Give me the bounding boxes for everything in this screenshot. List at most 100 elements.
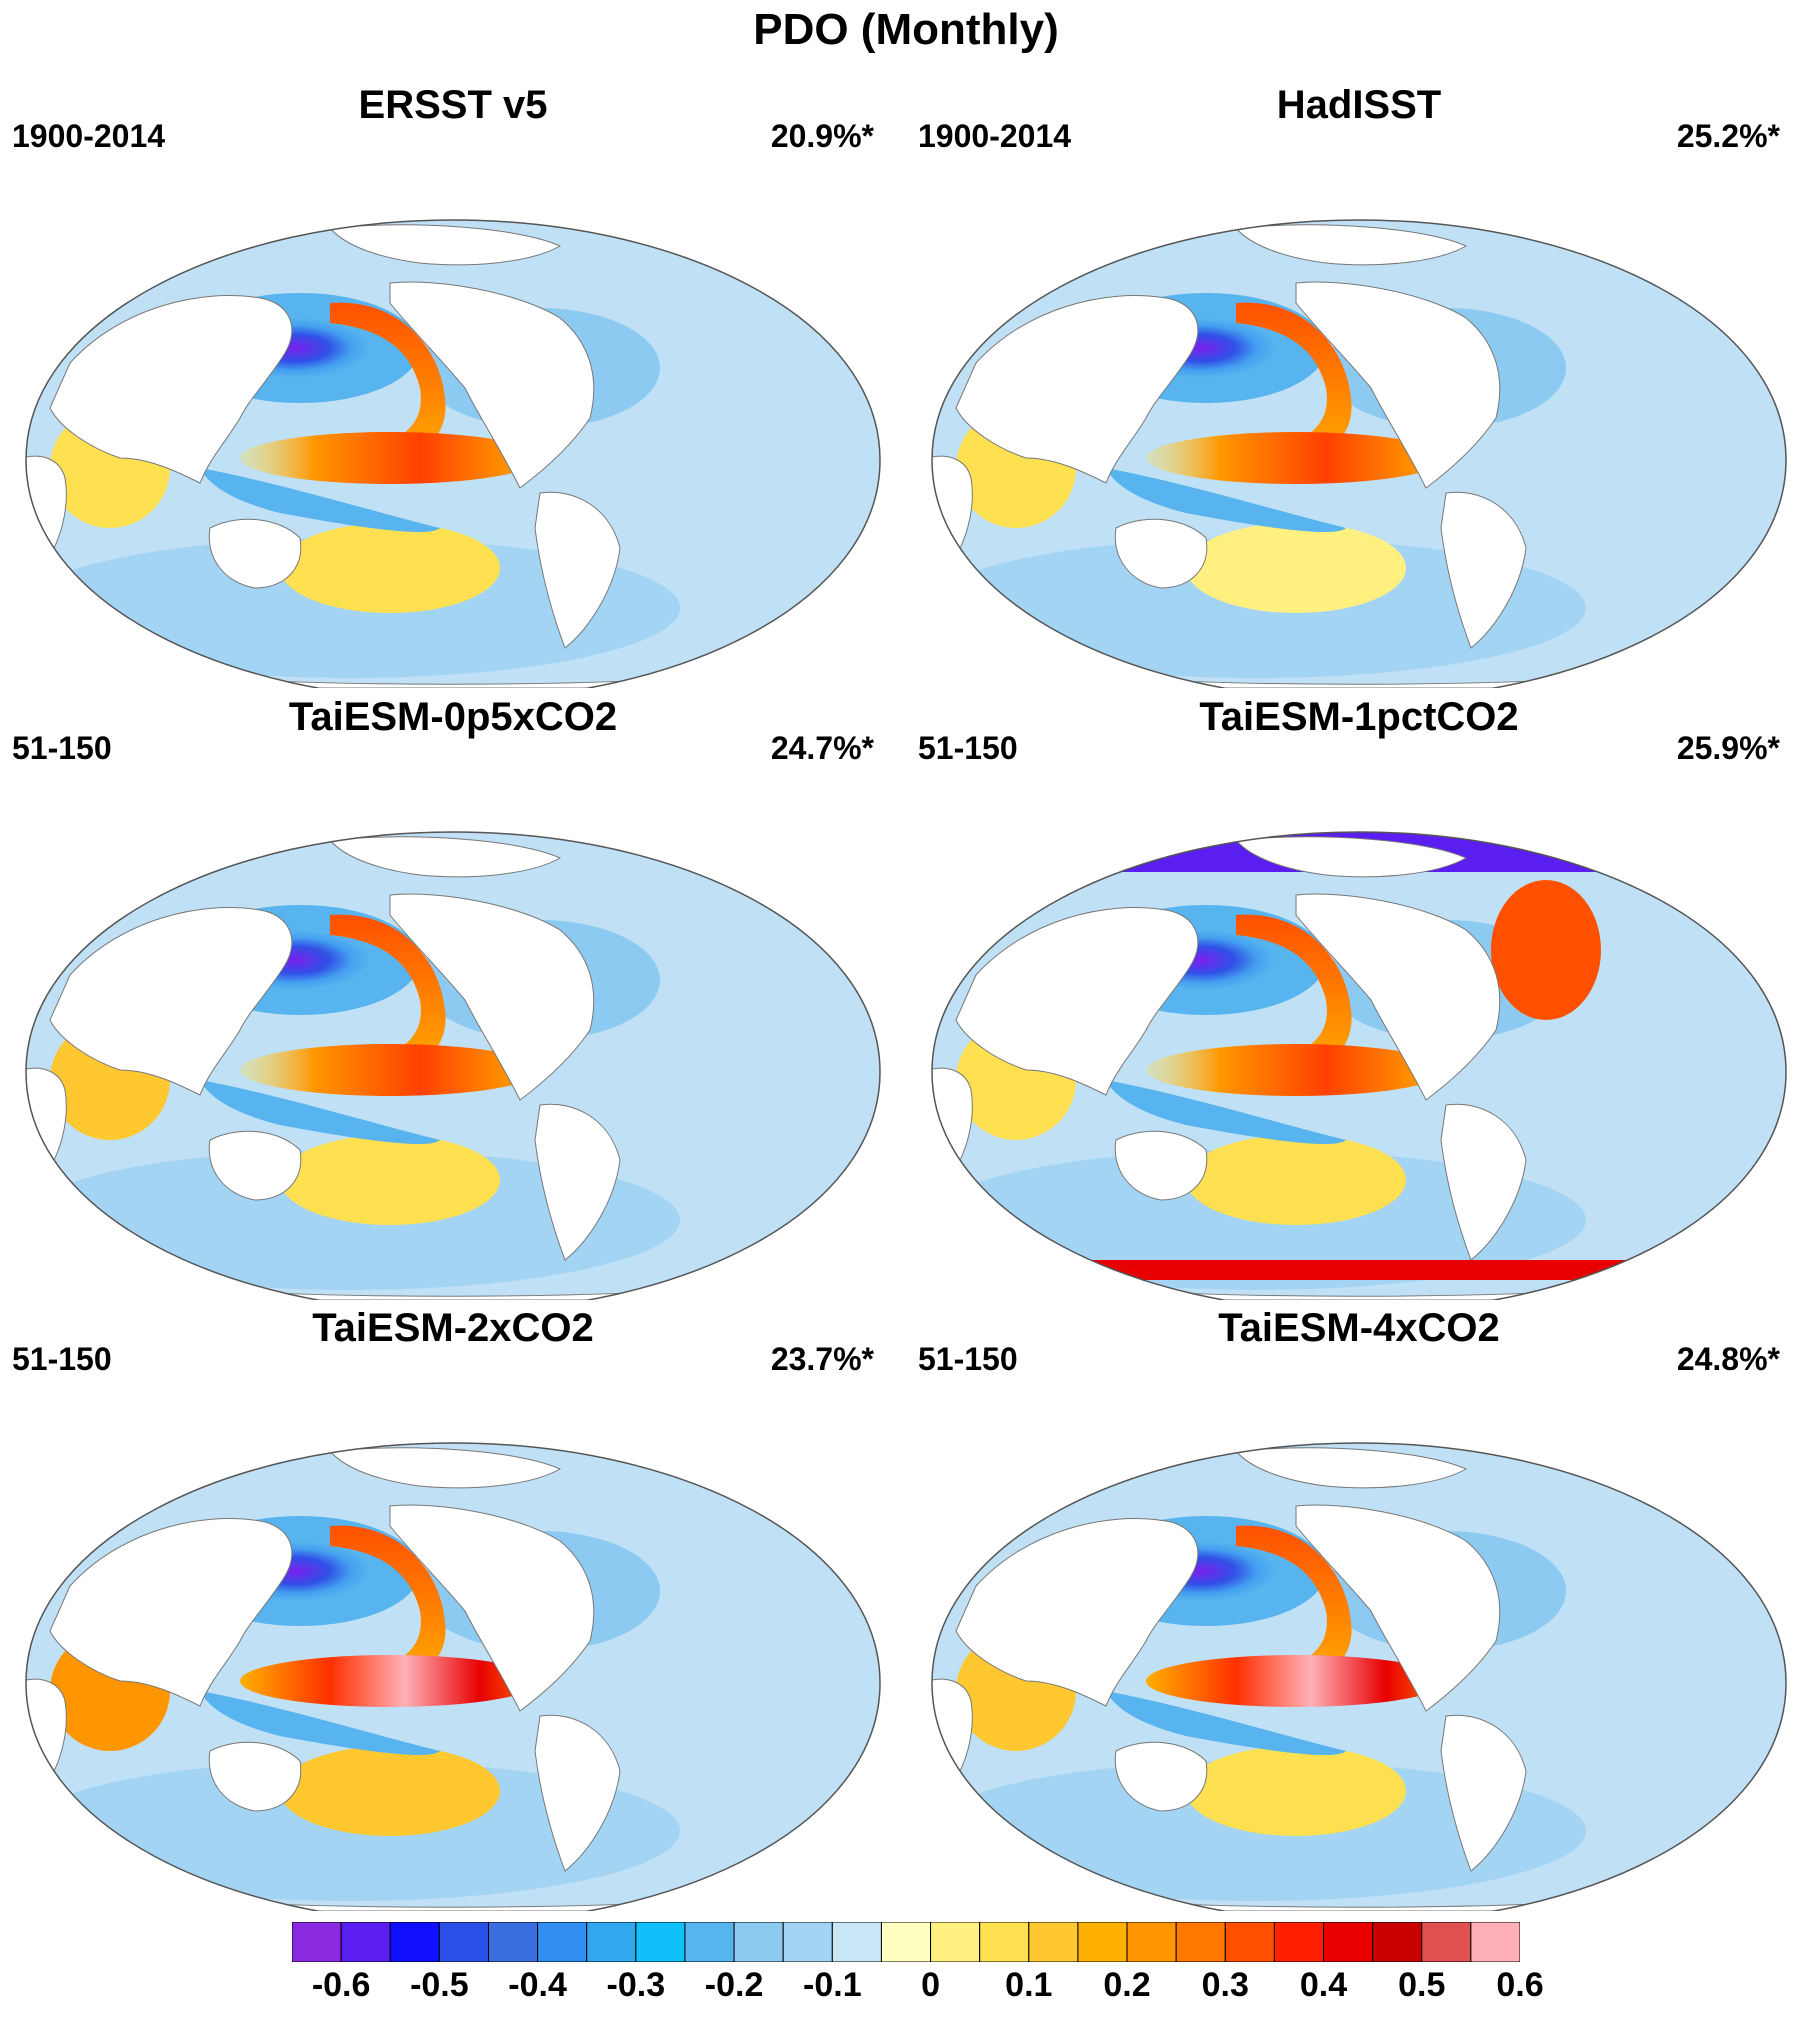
- map-field: [932, 832, 1786, 1300]
- land-mass: [1295, 893, 1501, 1101]
- south-pacific-warm: [1186, 1135, 1406, 1225]
- map-field: [26, 1443, 880, 1911]
- south-pacific-cold-band: [1106, 1080, 1346, 1145]
- land-mass: [1440, 491, 1527, 649]
- land-mass: [1295, 1504, 1501, 1712]
- colorbar-swatch: [930, 1922, 981, 1962]
- land-mass: [955, 295, 1199, 484]
- colorbar-tick-label: -0.3: [606, 1966, 666, 2004]
- land-mass: [329, 224, 562, 266]
- land-mass: [49, 907, 293, 1096]
- map-panel: TaiESM-1pctCO2 51-150 25.9%*: [906, 692, 1812, 1302]
- colorbar-tick-label: 0.1: [1005, 1966, 1053, 2004]
- equatorial-warm-tongue: [1146, 1044, 1446, 1096]
- figure-title: PDO (Monthly): [753, 5, 1059, 54]
- colorbar-swatch: [1077, 1922, 1128, 1962]
- colorbar-swatch: [733, 1922, 784, 1962]
- land-mass: [534, 1714, 621, 1872]
- colorbar-swatch: [1175, 1922, 1226, 1962]
- northeast-pacific-warm-arc: [330, 1525, 446, 1691]
- colorbar-swatch: [1224, 1922, 1275, 1962]
- variance-label: 24.8%*: [1676, 1341, 1780, 1377]
- colorbar-tick-label: 0.5: [1398, 1966, 1446, 2004]
- equatorial-warm-tongue: [1146, 1655, 1446, 1707]
- labrador-warm-patch: [1491, 880, 1601, 1020]
- panel-title: TaiESM-1pctCO2: [1199, 695, 1519, 739]
- northeast-pacific-warm-arc: [330, 302, 446, 468]
- sst-map: [25, 219, 881, 688]
- land-mass: [49, 1518, 293, 1707]
- land-mass: [1295, 281, 1501, 489]
- panel-title: TaiESM-4xCO2: [1218, 1306, 1500, 1350]
- land-mass: [1440, 1103, 1527, 1261]
- land-mass: [534, 491, 621, 649]
- colorbar-tick-label: -0.6: [311, 1966, 371, 2004]
- variance-label: 24.7%*: [770, 730, 874, 766]
- antarctic-warm-rim: [932, 1260, 1786, 1280]
- colorbar-tick-label: 0.3: [1201, 1966, 1249, 2004]
- colorbar-swatch: [389, 1922, 440, 1962]
- land-mass: [329, 1447, 562, 1489]
- equatorial-warm-tongue: [1146, 432, 1446, 484]
- map-outline: [931, 219, 1787, 688]
- period-label: 51-150: [12, 730, 112, 766]
- colorbar-swatch: [979, 1922, 1030, 1962]
- variance-label: 20.9%*: [770, 118, 874, 154]
- land-mass: [1114, 518, 1208, 589]
- map-panel: TaiESM-4xCO2 51-150 24.8%*: [906, 1303, 1812, 1913]
- colorbar-swatch: [586, 1922, 637, 1962]
- panel-title: TaiESM-0p5xCO2: [288, 695, 618, 739]
- land-mass: [389, 281, 595, 489]
- land-mass: [1235, 1447, 1468, 1489]
- variance-label: 23.7%*: [770, 1341, 874, 1377]
- panel-title: HadISST: [1276, 83, 1442, 127]
- map-field: [932, 1443, 1786, 1911]
- map-field: [932, 220, 1786, 688]
- variance-label: 25.2%*: [1676, 118, 1780, 154]
- colorbar-swatch: [684, 1922, 735, 1962]
- colorbar-tick-label: 0.4: [1299, 1966, 1348, 2004]
- variance-label: 25.9%*: [1676, 730, 1780, 766]
- land-mass: [389, 1504, 595, 1712]
- period-label: 51-150: [12, 1341, 112, 1377]
- map-panel: ERSST v5 1900-2014 20.9%*: [0, 80, 906, 690]
- colorbar-swatch: [292, 1922, 342, 1962]
- land-mass: [1114, 1741, 1208, 1812]
- land-mass: [1235, 836, 1468, 878]
- colorbar-tick-label: 0.6: [1496, 1966, 1544, 2004]
- sst-map: [25, 1442, 881, 1911]
- colorbar-swatch: [1470, 1922, 1520, 1962]
- land-mass: [208, 1741, 302, 1812]
- sst-map: [25, 831, 881, 1300]
- south-pacific-warm: [280, 1135, 500, 1225]
- panel-title: TaiESM-2xCO2: [312, 1306, 594, 1350]
- colorbar-swatch: [487, 1922, 539, 1962]
- sst-map: [931, 831, 1787, 1300]
- map-outline: [931, 831, 1787, 1300]
- map-outline: [25, 1442, 881, 1911]
- map-field: [26, 832, 880, 1300]
- panel-title: ERSST v5: [358, 83, 548, 127]
- colorbar-tick-label: 0: [921, 1966, 941, 2004]
- map-panel: TaiESM-2xCO2 51-150 23.7%*: [0, 1303, 906, 1913]
- period-label: 1900-2014: [918, 118, 1072, 154]
- land-mass: [49, 295, 293, 484]
- colorbar-tick-label: -0.4: [508, 1966, 567, 2004]
- colorbar-tick-label: 0.2: [1103, 1966, 1151, 2004]
- land-mass: [1235, 224, 1468, 266]
- equatorial-warm-tongue: [240, 1044, 540, 1096]
- colorbar: [292, 1922, 1520, 1962]
- land-mass: [534, 1103, 621, 1261]
- period-label: 51-150: [918, 730, 1018, 766]
- land-mass: [955, 907, 1199, 1096]
- south-pacific-cold-band: [200, 1080, 440, 1145]
- map-panel: HadISST 1900-2014 25.2%*: [906, 80, 1812, 690]
- colorbar-swatch: [1028, 1922, 1079, 1962]
- south-pacific-warm: [1186, 1746, 1406, 1836]
- northeast-pacific-warm-arc: [1236, 1525, 1352, 1691]
- south-pacific-cold-band: [1106, 1691, 1346, 1756]
- colorbar-swatch: [782, 1922, 833, 1962]
- colorbar-swatch: [1273, 1922, 1325, 1962]
- map-panel: TaiESM-0p5xCO2 51-150 24.7%*: [0, 692, 906, 1302]
- period-label: 1900-2014: [12, 118, 166, 154]
